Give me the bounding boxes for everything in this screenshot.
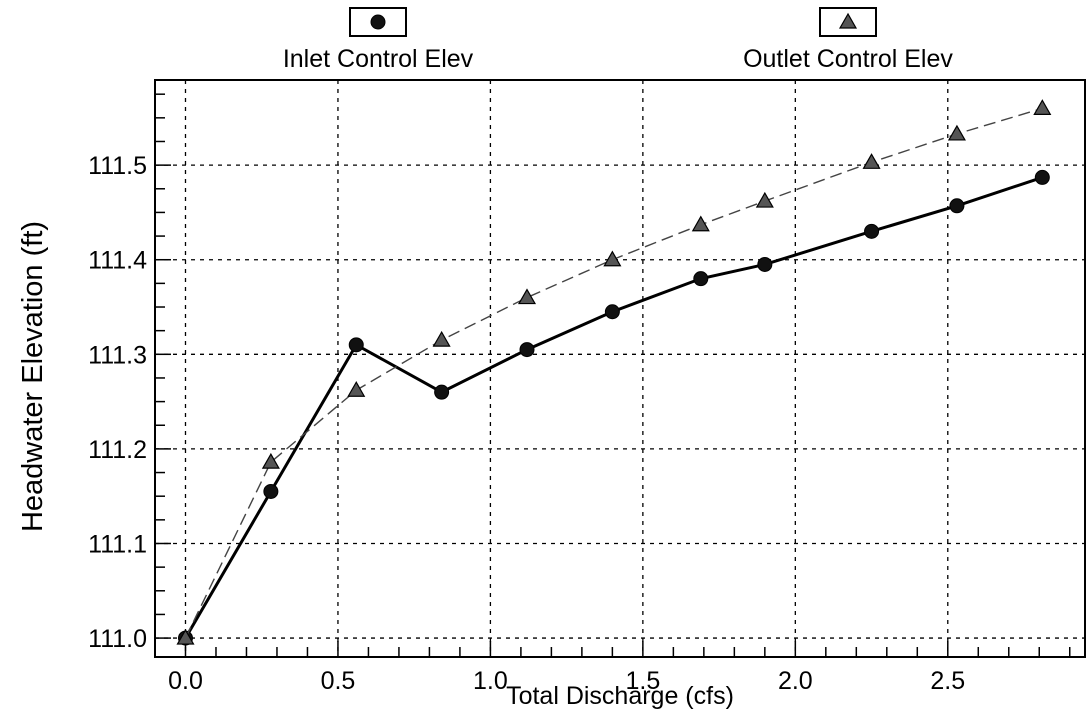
y-tick-label: 111.1 xyxy=(88,530,147,558)
data-point xyxy=(864,223,880,239)
axis-ticks: 0.0 0.5 1.0 1.5 2.0 2.5 111.0 111.1 111.2 111.3 11… xyxy=(88,93,1071,695)
x-tick-label: 2.5 xyxy=(930,667,965,695)
data-point xyxy=(693,271,709,287)
data-point xyxy=(347,381,366,397)
x-tick-label: 1.0 xyxy=(473,667,508,695)
x-tick-label: 0.5 xyxy=(321,667,356,695)
y-tick-label: 111.2 xyxy=(88,436,147,464)
legend-item: Inlet Control Elev xyxy=(283,7,474,73)
data-point xyxy=(432,330,451,347)
data-point xyxy=(947,124,966,141)
y-tick-label: 111.0 xyxy=(88,625,147,653)
series-outlet-control xyxy=(176,99,1052,645)
data-point xyxy=(176,628,195,645)
x-tick-label: 2.0 xyxy=(778,667,813,695)
y-tick-label: 111.4 xyxy=(88,247,147,275)
legend-label: Outlet Control Elev xyxy=(743,45,953,73)
legend-swatch-box xyxy=(349,7,407,37)
grid xyxy=(155,80,1085,657)
data-point xyxy=(348,337,364,353)
series-layer xyxy=(176,99,1052,646)
y-tick-label: 111.5 xyxy=(88,152,147,180)
legend-label: Inlet Control Elev xyxy=(283,45,474,73)
y-axis-title: Headwater Elevation (ft) xyxy=(17,221,49,532)
legend-marker xyxy=(370,14,386,30)
data-point xyxy=(517,288,537,305)
data-point xyxy=(691,215,710,232)
x-axis-title: Total Discharge (cfs) xyxy=(506,682,734,710)
data-point xyxy=(261,452,280,469)
data-point xyxy=(434,384,450,400)
x-tick-label: 0.0 xyxy=(168,667,203,695)
data-point xyxy=(263,483,279,499)
legend-item: Outlet Control Elev xyxy=(743,7,953,73)
data-point xyxy=(755,191,774,208)
data-point xyxy=(604,304,620,320)
series-line xyxy=(184,107,1043,639)
data-point xyxy=(519,342,535,358)
x-tick-label: 1.5 xyxy=(625,667,660,695)
legend: Inlet Control Elev Outlet Control Elev xyxy=(283,7,953,73)
data-point xyxy=(1033,99,1052,115)
legend-marker xyxy=(838,12,858,29)
plot-area xyxy=(154,79,1086,658)
data-point xyxy=(949,198,965,214)
data-point xyxy=(862,153,881,169)
data-point xyxy=(603,250,622,267)
y-tick-label: 111.3 xyxy=(88,341,147,369)
series-inlet-control xyxy=(177,169,1050,646)
data-point xyxy=(757,256,773,272)
series-line xyxy=(184,176,1043,639)
data-point xyxy=(1034,169,1050,185)
